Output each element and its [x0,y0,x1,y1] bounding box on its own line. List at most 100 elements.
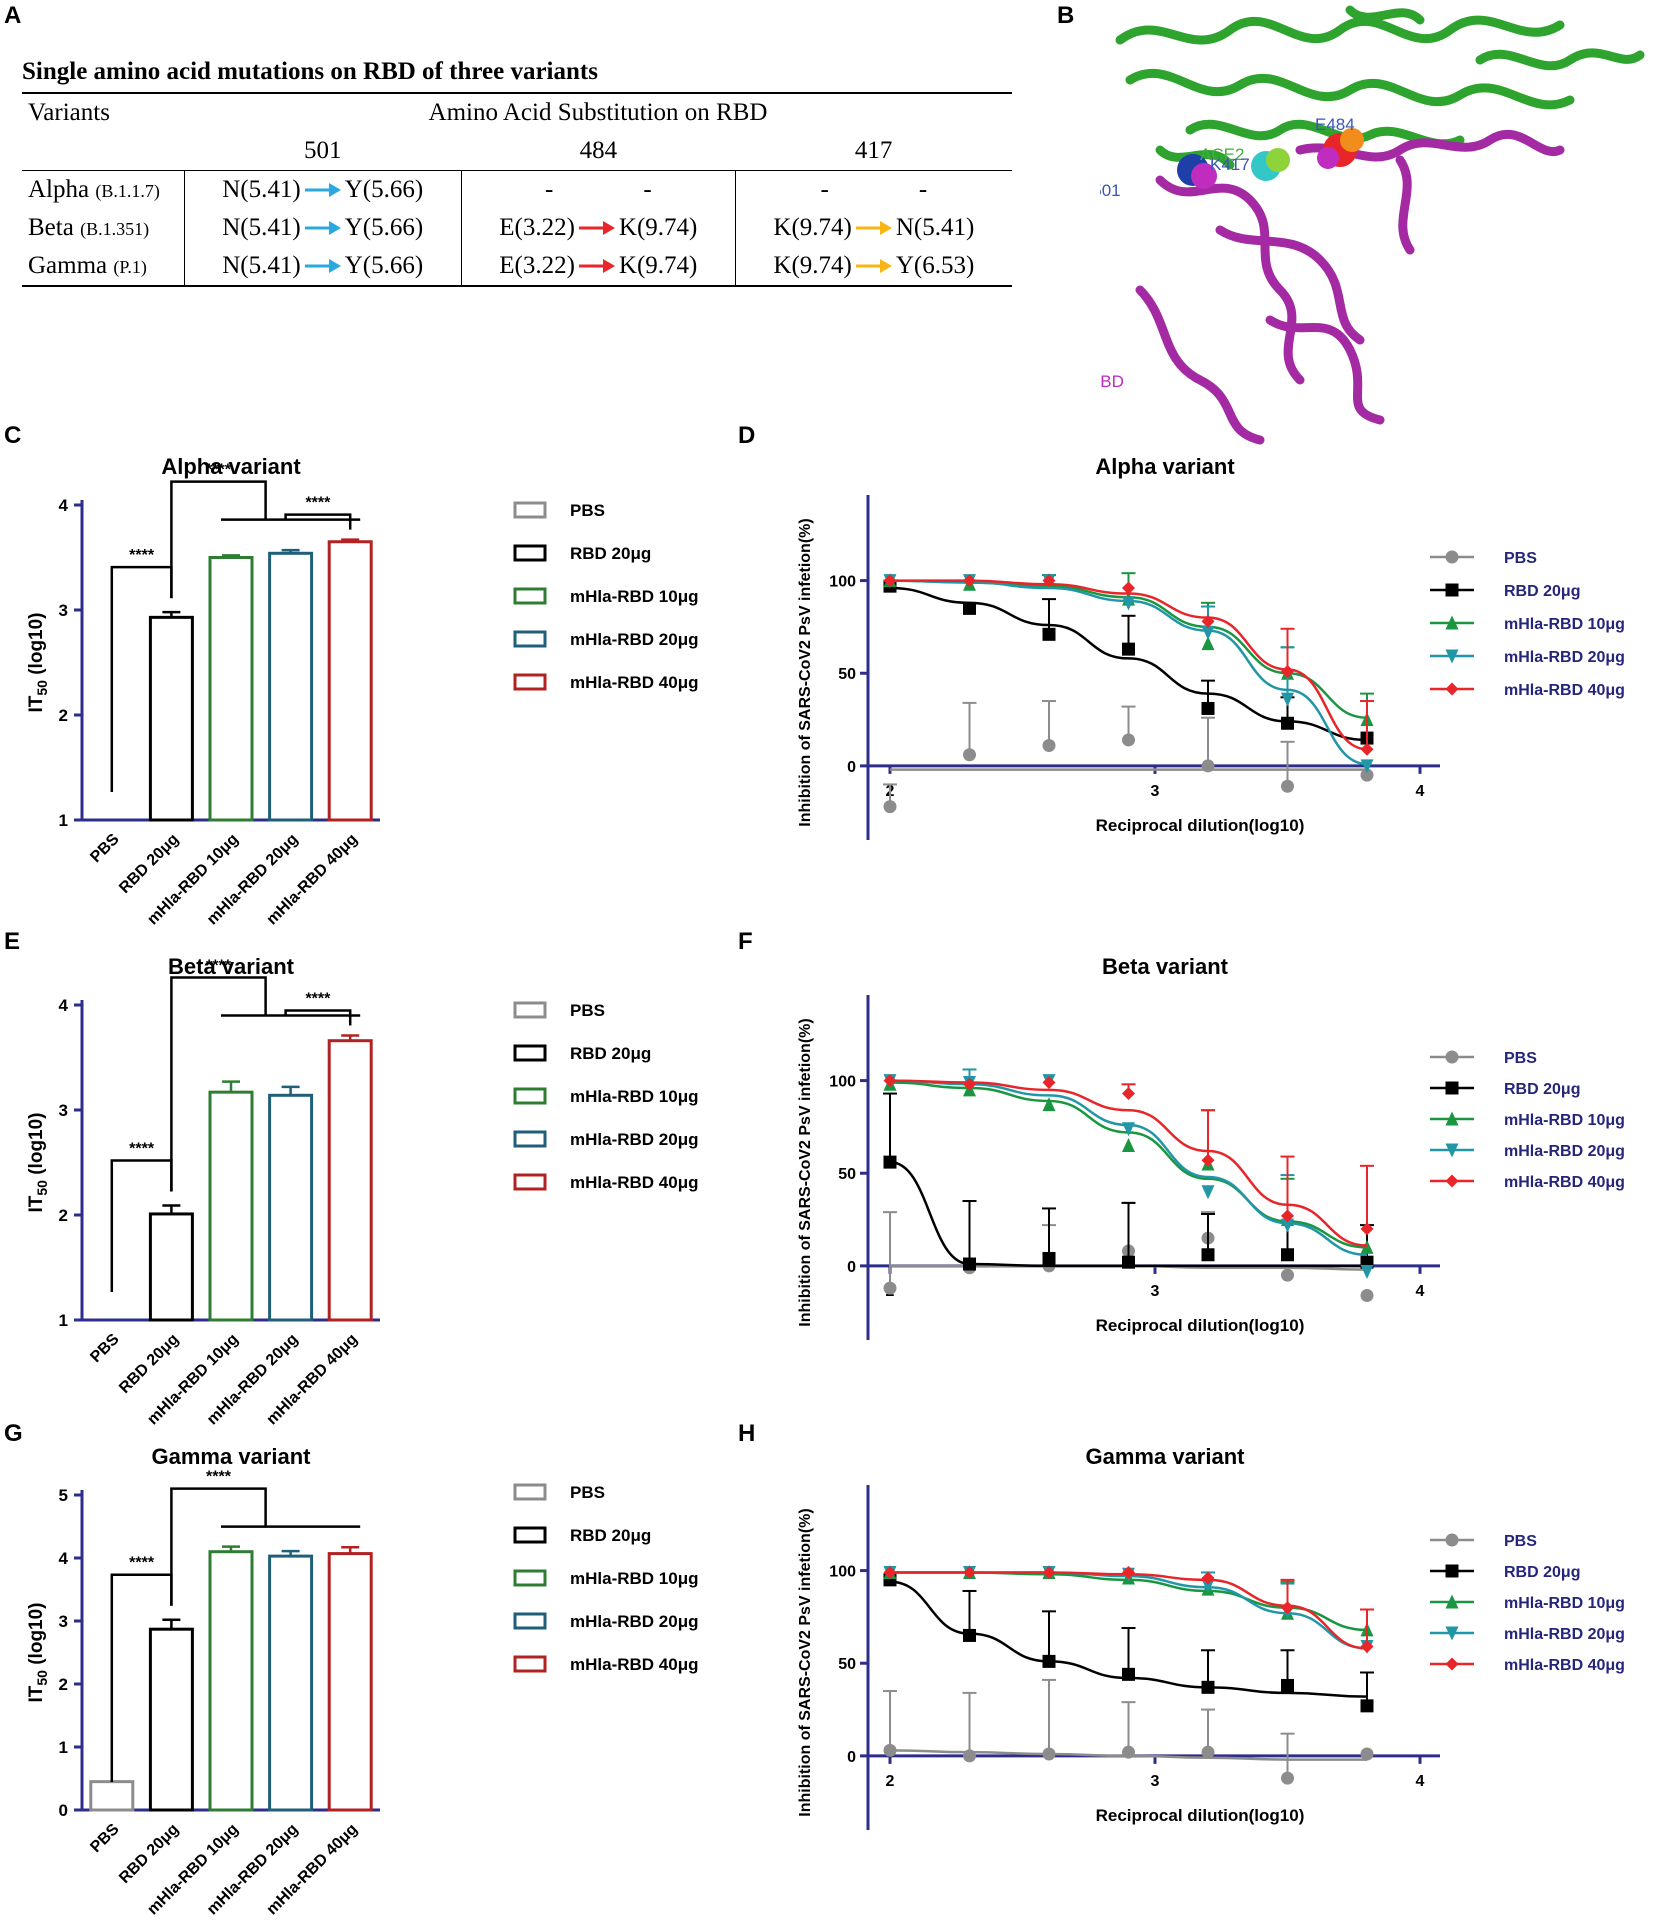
residue-from: N(5.41) [222,176,301,203]
y-label-sub: 50 [34,1670,50,1686]
mutation-cell: -- [461,170,736,209]
data-point [963,574,976,588]
legend-label: RBD 20μg [1504,1081,1580,1098]
chart-title: Beta variant [168,954,295,979]
data-point [1360,1699,1374,1713]
table-row: Beta (B.1.351) N(5.41) Y(5.66) E(3.22) K(9.7… [22,209,1012,247]
ace2-ribbon [1115,5,1645,170]
variant-label: Alpha [28,176,90,203]
y-tick-label: 4 [59,496,69,515]
data-point [1201,614,1215,628]
mutation-cell: K(9.74) Y(6.53) [735,247,1012,286]
x-tick-label: PBS [87,1331,123,1367]
data-point [1445,1564,1459,1578]
residue-to: Y(6.53) [895,252,975,279]
data-point [963,1749,976,1763]
variant-lineage: (B.1.351) [80,219,150,239]
data-point [963,1257,976,1271]
sig-bracket-rbd-mhla [170,480,267,599]
panel-letter-g: G [4,1420,23,1447]
y-tick-label: 1 [59,811,68,830]
legend-swatch [513,1569,547,1587]
data-point [1201,759,1215,773]
data-point [1445,1111,1459,1126]
arrow-icon [304,183,341,197]
mutation-cell: K(9.74) N(5.41) [735,209,1012,247]
data-point [883,574,897,588]
y-axis-label: IT50 (log10) [26,612,50,712]
mutation-cell: N(5.41) Y(5.66) [184,170,462,209]
legend-label: mHla-RBD 40μg [570,673,698,692]
data-point [1445,649,1459,664]
chart-title: Gamma variant [152,1444,312,1469]
e484-label: E484 [1315,115,1355,134]
legend-label: PBS [1504,550,1537,567]
y-tick-label: 2 [59,1675,68,1694]
residue-to: N(5.41) [895,214,975,241]
panel-letter-c: C [4,422,22,449]
data-point [883,1074,897,1088]
data-point [963,1628,976,1642]
bar [148,615,194,822]
variant-name: Beta (B.1.351) [22,209,185,247]
data-point [1042,627,1056,641]
y-tick-label: 0 [59,1801,68,1820]
data-point [1360,1239,1374,1254]
legend-label: mHla-RBD 10μg [570,587,698,606]
data-point [1360,1264,1374,1279]
residue-to: Y(5.66) [344,176,424,203]
sig-bracket-pbs-rbd [110,1573,173,1782]
legend-label: RBD 20μg [570,1044,651,1063]
y-tick-label: 5 [59,1486,68,1505]
data-point [1201,701,1215,715]
residue-from: E(3.22) [499,214,575,241]
y-tick-label: 100 [829,1564,856,1581]
x-tick-label: PBS [87,1821,123,1857]
significance-label: **** [206,1469,232,1486]
n501-label: N501 [1100,181,1121,200]
legend-swatch [513,544,547,562]
residue-to: Y(5.66) [344,252,424,279]
data-point [1281,1209,1294,1223]
data-point [1281,1771,1294,1785]
data-point [1445,1626,1459,1641]
y-tick-label: 4 [59,996,69,1015]
y-label-main: IT [26,695,47,712]
series-curve [890,579,1368,751]
x-tick-label: 4 [1416,783,1425,800]
legend-swatch [513,630,547,648]
sig-bracket-pbs-rbd [110,565,173,792]
bar [268,1554,314,1812]
significance-label: **** [305,990,331,1007]
significance-label: **** [206,957,232,974]
data-point [1201,1185,1215,1200]
legend-label: mHla-RBD 10μg [570,1087,698,1106]
legend-label: mHla-RBD 40μg [570,1173,698,1192]
col-variants: Variants [28,99,110,126]
y-label-main: IT [26,1195,47,1212]
data-point [883,1155,897,1169]
dash: - [643,176,652,203]
data-point [1445,1594,1459,1609]
chart-title: Gamma variant [1086,1444,1246,1469]
data-point [1201,1248,1215,1262]
significance-label: **** [305,495,331,512]
chart-e-beta-bar: Beta variant 1 2 3 4 IT50 (log10) PBS RBD 20μg m… [26,954,698,1428]
legend-label: PBS [570,501,605,520]
dash: - [820,176,829,203]
sig-bracket-mhla40 [284,1009,352,1026]
data-point [1122,1255,1135,1269]
y-tick-label: 2 [59,1206,68,1225]
x-tick-label: 4 [1416,1773,1425,1790]
data-point [1122,1087,1135,1101]
bar [268,1093,314,1322]
sig-bracket-rbd-mhla [170,976,267,1192]
col-substitution: Amino Acid Substitution on RBD [428,99,768,126]
legend-swatch [513,1173,547,1191]
bar [327,1552,373,1812]
x-axis-label: Reciprocal dilution(log10) [1096,1316,1305,1335]
residue-to: K(9.74) [618,214,698,241]
legend-label: PBS [570,1483,605,1502]
mutation-table-grid: Variants Amino Acid Substitution on RBD … [22,92,1012,287]
